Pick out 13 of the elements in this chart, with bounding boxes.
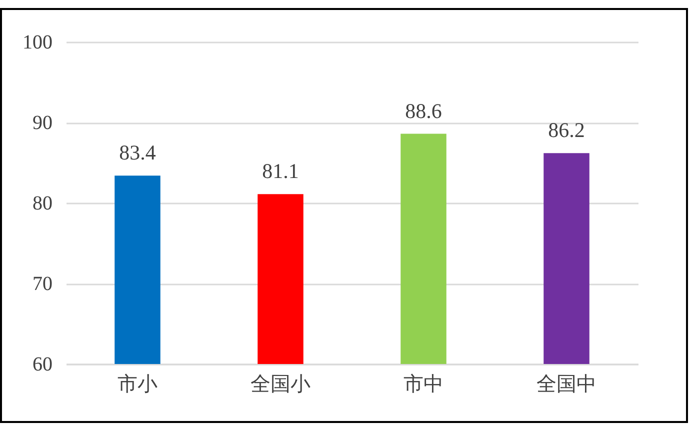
y-tick-label: 60 [32, 354, 52, 376]
data-label: 86.2 [548, 118, 585, 142]
y-tick-label: 90 [32, 112, 52, 134]
data-label: 83.4 [119, 140, 156, 165]
x-tick-label: 市小 [118, 374, 158, 396]
y-tick-label: 70 [32, 273, 52, 295]
y-tick-label: 100 [22, 32, 52, 54]
data-label: 88.6 [405, 98, 442, 123]
data-label: 81.1 [262, 159, 299, 184]
x-tick-label: 市中 [404, 374, 444, 396]
x-tick-label: 全国中 [536, 374, 596, 396]
x-tick-label: 全国小 [250, 374, 310, 396]
y-tick-label: 80 [32, 192, 52, 214]
